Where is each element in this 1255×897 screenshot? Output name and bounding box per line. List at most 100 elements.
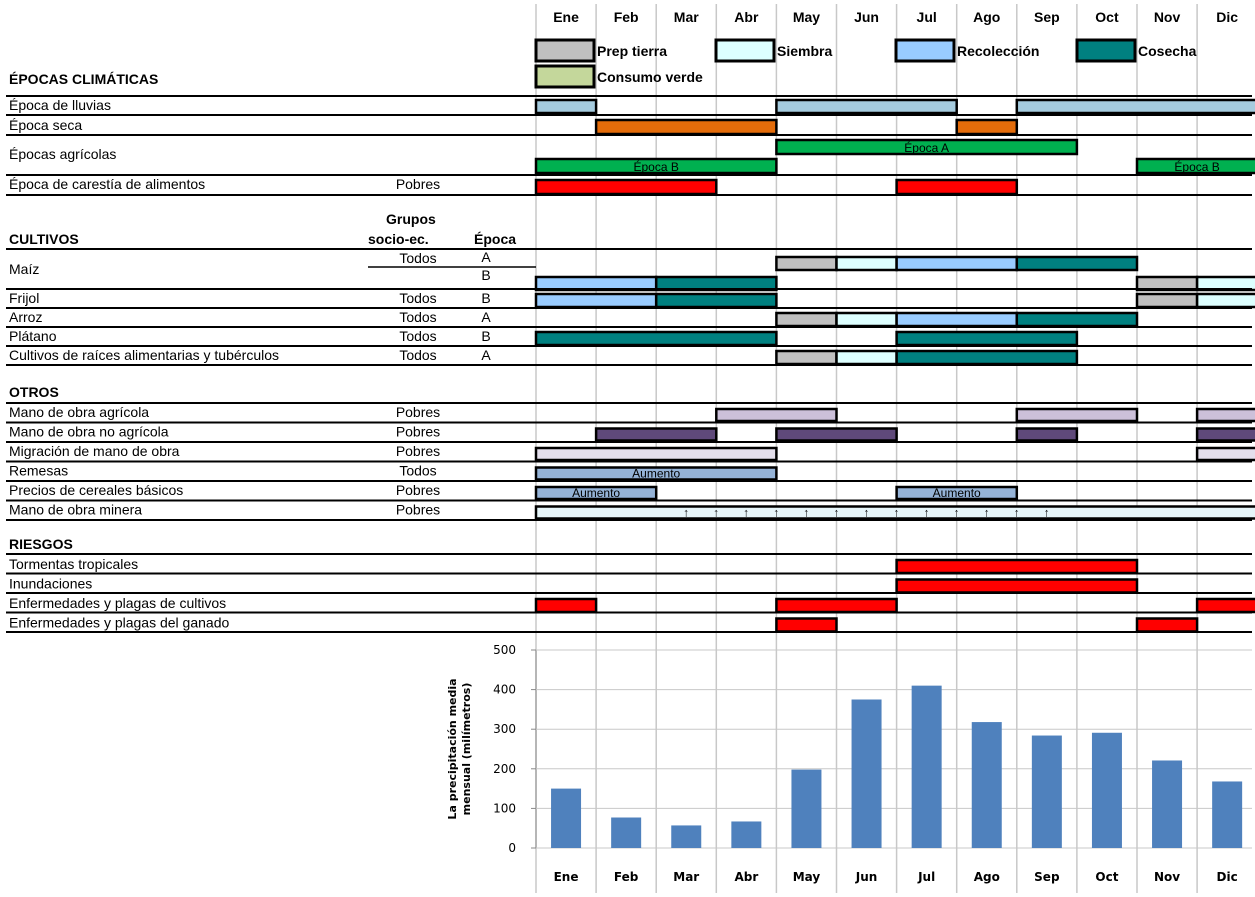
y-axis-title-line2: mensual (milímetros) [460, 683, 473, 816]
rainfall-bar [791, 769, 822, 848]
rainfall-bar [1212, 781, 1243, 848]
bar-label: Aumento [933, 486, 981, 500]
bar-label: Aumento [632, 467, 680, 481]
header-crops: CULTIVOS [9, 231, 79, 247]
increase-arrow: ↑ [984, 506, 990, 520]
calendar-bar [534, 485, 658, 501]
month-header: Ene Feb Mar Abr May Jun Jul Ago Sep Oct Nov Dic [553, 9, 1238, 25]
header-others: OTROS [9, 384, 59, 400]
calendar-bar [534, 178, 718, 196]
rainfall-bar [611, 817, 642, 848]
calendar-bar [715, 407, 838, 423]
increase-arrow: ↑ [833, 506, 839, 520]
row-label: Maíz [9, 261, 39, 277]
x-tick-label: Nov [1154, 870, 1180, 884]
x-tick-label: Sep [1034, 870, 1060, 884]
y-axis-title-line1: La precipitación media [446, 678, 459, 819]
row-label: Época seca [9, 117, 82, 133]
row-group: Todos [399, 347, 436, 363]
calendar-bar [534, 292, 658, 309]
row-epoca: A [481, 309, 491, 325]
increase-arrow: ↑ [924, 506, 930, 520]
y-tick-label: 500 [493, 643, 516, 657]
x-tick-label: Ago [974, 870, 1000, 884]
row-group: Todos [399, 290, 436, 306]
bar-label: Época A [904, 140, 949, 155]
rainfall-bar [731, 821, 762, 848]
rainfall-bar [851, 699, 882, 848]
bar-label: Época B [1174, 159, 1219, 174]
row-epoca: A [481, 347, 491, 363]
calendar-bar [1015, 98, 1255, 115]
calendar-bar [775, 617, 838, 633]
calendar-rows: Época de lluvias Época seca Épocas agrícol… [6, 95, 1255, 633]
row-epoca: B [481, 290, 490, 306]
y-tick-label: 100 [493, 801, 516, 815]
legend-label: Consumo verde [597, 69, 703, 85]
legend-swatch [894, 38, 956, 63]
row-label: Mano de obra no agrícola [9, 424, 169, 440]
increase-arrow: ↑ [954, 506, 960, 520]
calendar-bar [1015, 255, 1139, 272]
calendar-bar [534, 505, 1255, 520]
calendar-bar [1195, 597, 1255, 614]
calendar-bar [1135, 157, 1255, 175]
x-tick-label: Dic [1217, 870, 1238, 884]
y-tick-label: 300 [493, 722, 516, 736]
increase-arrow: ↑ [773, 506, 779, 520]
row-group: Pobres [396, 482, 440, 498]
increase-arrow: ↑ [683, 506, 689, 520]
x-tick-label: Ene [554, 870, 579, 884]
calendar-bar [1135, 292, 1199, 309]
calendar-bar [1135, 617, 1199, 633]
calendar-bar [654, 292, 778, 309]
rainfall-chart: 0 100 200 300 400 500 Ene Feb Mar Abr May Jun Jul Ago… [446, 643, 1252, 884]
calendar-bar [534, 98, 598, 115]
calendar-bar [775, 427, 898, 442]
row-label: Mano de obra agrícola [9, 404, 149, 420]
calendar-bar [835, 349, 898, 366]
month-label: Ago [973, 9, 1000, 25]
calendar-bar [775, 98, 958, 115]
increase-arrow: ↑ [743, 506, 749, 520]
row-label: Enfermedades y plagas del ganado [9, 615, 229, 631]
calendar-bar [1195, 446, 1255, 462]
calendar-bar [775, 255, 838, 272]
calendar-bar [534, 446, 778, 462]
rainfall-bar [671, 825, 702, 848]
header-epoca: Época [474, 231, 516, 247]
month-label: Sep [1034, 9, 1060, 25]
x-tick-label: Abr [734, 870, 758, 884]
x-tick-label: Mar [673, 870, 699, 884]
month-label: Jul [917, 9, 937, 25]
month-label: Dic [1216, 9, 1238, 25]
calendar-bar [895, 255, 1019, 272]
x-tick-label: Oct [1095, 870, 1118, 884]
legend-swatch [1075, 38, 1137, 63]
calendar-bar [1015, 407, 1139, 423]
increase-arrow: ↑ [803, 506, 809, 520]
row-label: Cultivos de raíces alimentarias y tubérc… [9, 347, 279, 363]
row-label: Migración de mano de obra [9, 443, 180, 459]
calendar-bar [594, 427, 718, 442]
calendar-bar [895, 311, 1019, 328]
row-group: Todos [399, 463, 436, 479]
row-group: Pobres [396, 176, 440, 192]
header-group-line1: Grupos [386, 211, 436, 227]
rainfall-bar [551, 788, 582, 848]
rainfall-bar [911, 685, 942, 848]
calendar-bar [895, 330, 1079, 347]
increase-arrow: ↑ [1044, 506, 1050, 520]
rainfall-bar [971, 722, 1002, 848]
legend: Prep tierra Siembra Recolección Cosecha Cons… [534, 38, 1197, 89]
calendar-bar [895, 558, 1139, 575]
y-axis-title: La precipitación media mensual (milímetro… [446, 678, 473, 819]
calendar-bar [594, 118, 778, 136]
calendar-bar [775, 138, 1079, 156]
x-tick-label: Jun [855, 870, 878, 884]
rainfall-bar [1091, 732, 1122, 848]
month-label: Ene [553, 9, 579, 25]
header-group-line2: socio-ec. [368, 231, 429, 247]
row-group: Pobres [396, 502, 440, 518]
row-group: Pobres [396, 404, 440, 420]
